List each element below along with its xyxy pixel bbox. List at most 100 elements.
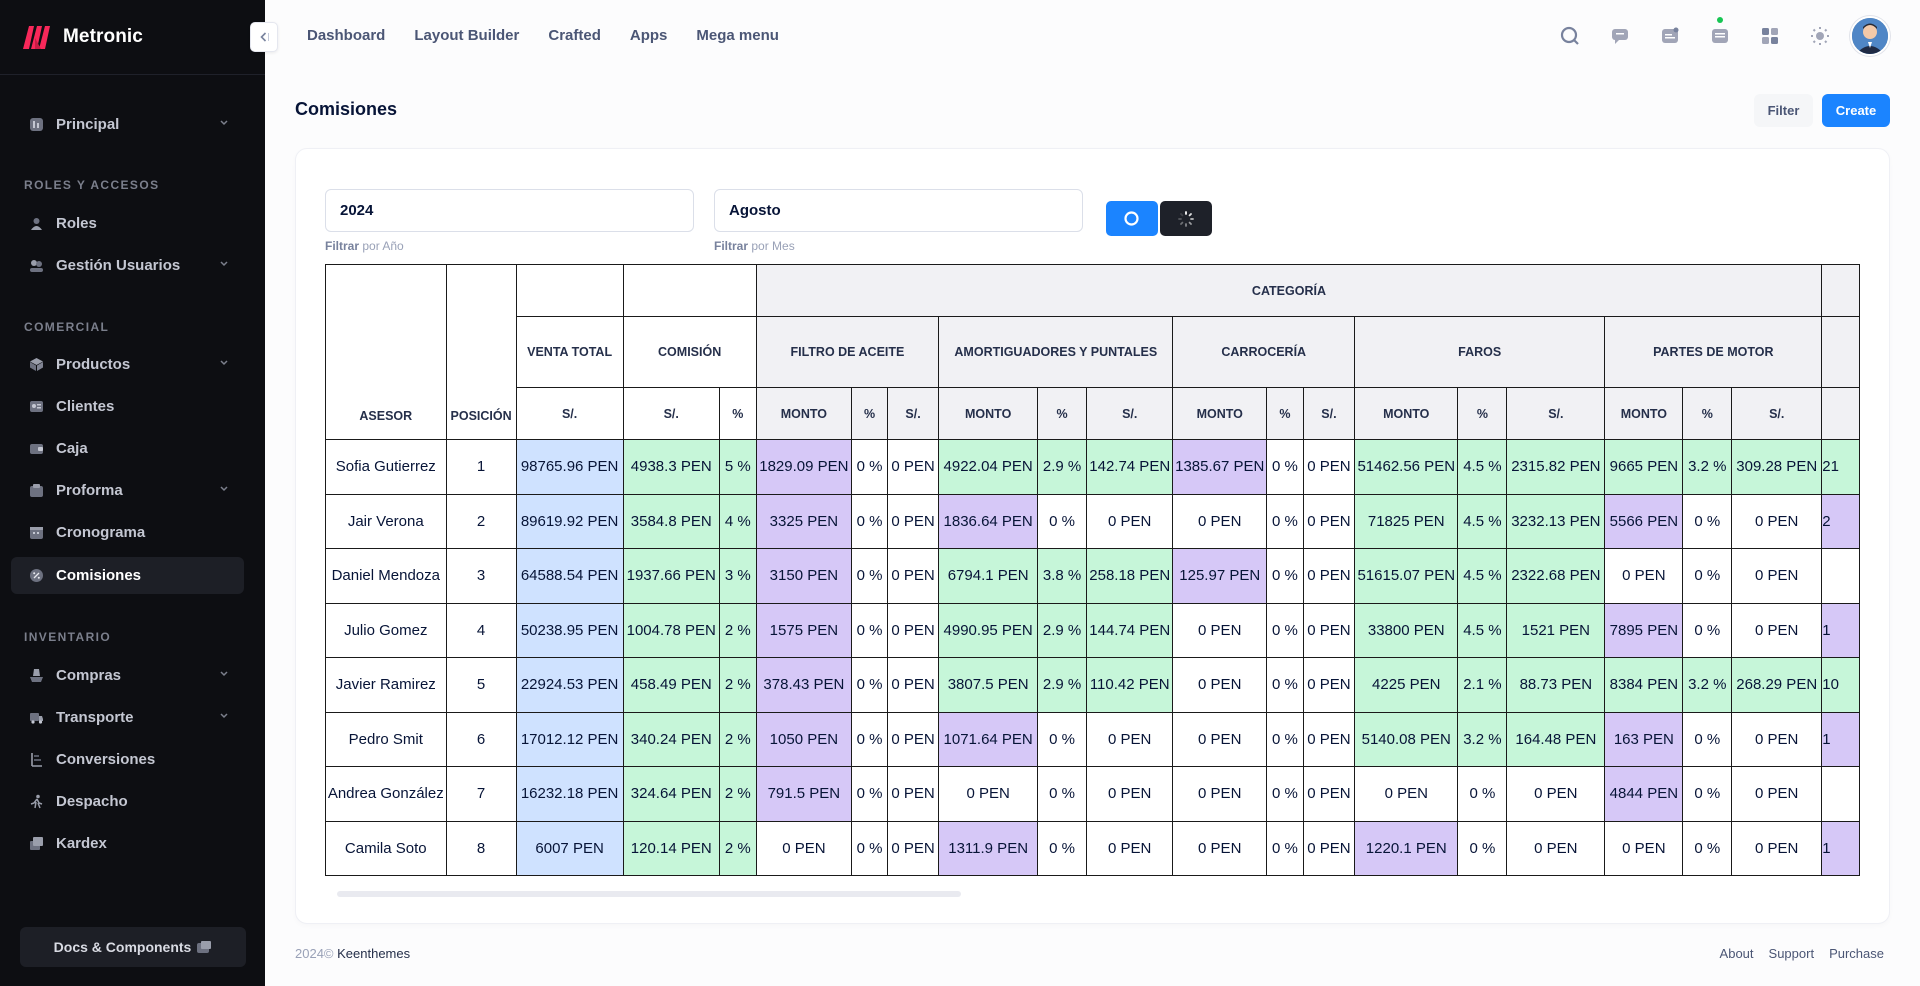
nav-layout-builder[interactable]: Layout Builder xyxy=(414,27,520,44)
table-row[interactable]: Andrea González 7 16232.18 PEN 324.64 PEN 2 … xyxy=(325,766,1860,822)
cell-comision-pct: 2 % xyxy=(718,602,757,658)
footer-copyright: 2024© Keenthemes xyxy=(295,946,410,961)
theme-toggle-button[interactable] xyxy=(1800,17,1839,56)
horizontal-scrollbar[interactable] xyxy=(333,891,1863,897)
cell-monto: 0 PEN xyxy=(1172,602,1268,658)
sidebar-item-productos[interactable]: Productos xyxy=(11,346,244,383)
cell-venta-total: 98765.96 PEN xyxy=(515,439,624,495)
create-button[interactable]: Create xyxy=(1822,94,1890,127)
cell-asesor: Daniel Mendoza xyxy=(325,548,447,604)
messages-button[interactable] xyxy=(1650,17,1689,56)
metronic-logo-icon xyxy=(23,26,50,49)
sidebar-item-despacho[interactable]: Despacho xyxy=(11,783,244,820)
products-icon xyxy=(28,357,44,373)
subheader-pct: % xyxy=(1682,387,1733,440)
cell-comision-pct: 2 % xyxy=(718,820,757,876)
search-icon xyxy=(1560,26,1579,45)
footer-link-purchase[interactable]: Purchase xyxy=(1829,946,1884,961)
cell-soles: 0 PEN xyxy=(886,766,940,822)
scrollbar-thumb[interactable] xyxy=(337,891,961,897)
cell-monto: 4225 PEN xyxy=(1354,657,1459,713)
chevron-down-icon xyxy=(220,261,228,267)
cell-asesor: Javier Ramirez xyxy=(325,657,447,713)
filter-button[interactable]: Filter xyxy=(1754,94,1813,127)
commissions-table-wrapper[interactable]: ASESOR POSICIÓN CATEGORÍA VENTA TOTAL CO… xyxy=(325,264,1860,878)
hint-bold: Filtrar xyxy=(325,239,360,253)
cell-soles: 164.48 PEN xyxy=(1506,711,1606,767)
table-row[interactable]: Jair Verona 2 89619.92 PEN 3584.8 PEN 4 % 332… xyxy=(325,493,1860,549)
user-avatar[interactable] xyxy=(1850,16,1890,56)
footer-link-about[interactable]: About xyxy=(1719,946,1754,961)
year-filter-input[interactable]: 2024 xyxy=(325,189,694,232)
search-submit-button[interactable] xyxy=(1106,201,1158,236)
table-row[interactable]: Daniel Mendoza 3 64588.54 PEN 1937.66 PEN 3 … xyxy=(325,548,1860,604)
sidebar-item-comisiones[interactable]: Comisiones xyxy=(11,557,244,594)
subheader-soles: S/. xyxy=(1085,387,1174,440)
sidebar-item-cronograma[interactable]: Cronograma xyxy=(11,514,244,551)
sidebar-item-caja[interactable]: Caja xyxy=(11,430,244,467)
sidebar-item-label: Principal xyxy=(56,116,120,133)
sidebar-item-label: Caja xyxy=(56,440,88,457)
cell-monto: 0 PEN xyxy=(938,766,1039,822)
cell-pct: 0 % xyxy=(1457,766,1508,822)
sidebar-item-kardex[interactable]: Kardex xyxy=(11,825,244,862)
cell-pct: 0 % xyxy=(851,711,888,767)
sidebar-toggle-button[interactable] xyxy=(250,22,278,52)
cell-cut: 1 xyxy=(1821,820,1860,876)
table-row[interactable]: Camila Soto 8 6007 PEN 120.14 PEN 2 % 0 PEN 0 … xyxy=(325,820,1860,876)
footer-company-link[interactable]: Keenthemes xyxy=(337,946,411,961)
cell-asesor: Camila Soto xyxy=(325,820,447,876)
sidebar-item-clientes[interactable]: Clientes xyxy=(11,388,244,425)
sidebar-item-compras[interactable]: Compras xyxy=(11,657,244,694)
table-row[interactable]: Pedro Smit 6 17012.12 PEN 340.24 PEN 2 % 1050… xyxy=(325,711,1860,767)
cell-soles: 0 PEN xyxy=(1302,820,1356,876)
nav-mega-menu[interactable]: Mega menu xyxy=(696,27,779,44)
sidebar-item-roles[interactable]: Roles xyxy=(11,205,244,242)
table-row[interactable]: Javier Ramirez 5 22924.53 PEN 458.49 PEN 2 %… xyxy=(325,657,1860,713)
month-filter-input[interactable]: Agosto xyxy=(714,189,1083,232)
commissions-card: 2024 Filtrar por Año Agosto Filtrar por … xyxy=(295,148,1890,924)
cell-comision-pct: 2 % xyxy=(718,711,757,767)
footer-link-support[interactable]: Support xyxy=(1768,946,1815,961)
cell-comision-pct: 2 % xyxy=(718,766,757,822)
cell-soles: 0 PEN xyxy=(1731,711,1823,767)
subheader-comision-pct: % xyxy=(718,387,757,440)
nav-crafted[interactable]: Crafted xyxy=(548,27,601,44)
loading-button[interactable] xyxy=(1160,201,1212,236)
sidebar-item-proforma[interactable]: Proforma xyxy=(11,472,244,509)
cell-soles: 258.18 PEN xyxy=(1085,548,1174,604)
subheader-monto: MONTO xyxy=(938,387,1039,440)
apps-button[interactable] xyxy=(1750,17,1789,56)
cell-pct: 0 % xyxy=(1037,766,1087,822)
table-row[interactable]: Sofia Gutierrez 1 98765.96 PEN 4938.3 PEN 5 … xyxy=(325,439,1860,495)
cell-cut: 2 xyxy=(1821,493,1860,549)
cell-comision-pct: 5 % xyxy=(718,439,757,495)
sidebar-item-conversiones[interactable]: Conversiones xyxy=(11,741,244,778)
table-row[interactable]: Julio Gomez 4 50238.95 PEN 1004.78 PEN 2 % 15… xyxy=(325,602,1860,658)
cell-monto: 0 PEN xyxy=(1604,820,1684,876)
section-title-comercial: COMERCIAL xyxy=(24,320,110,334)
sidebar-item-transporte[interactable]: Transporte xyxy=(11,699,244,736)
chat-button[interactable] xyxy=(1600,17,1639,56)
cell-monto: 125.97 PEN xyxy=(1172,548,1268,604)
footer-links: About Support Purchase xyxy=(1720,946,1884,961)
cell-soles: 0 PEN xyxy=(886,493,940,549)
docs-components-button[interactable]: Docs & Components xyxy=(20,927,246,967)
nav-apps[interactable]: Apps xyxy=(629,27,668,44)
cell-posicion: 1 xyxy=(445,439,517,495)
cell-soles: 0 PEN xyxy=(1302,711,1356,767)
sidebar-item-gestion-usuarios[interactable]: Gestión Usuarios xyxy=(11,247,244,284)
subheader-pct: % xyxy=(1037,387,1087,440)
search-button[interactable] xyxy=(1550,17,1589,56)
sidebar-item-principal[interactable]: Principal xyxy=(11,106,244,143)
brand[interactable]: Metronic xyxy=(0,0,265,75)
header-venta-total: VENTA TOTAL xyxy=(515,316,624,388)
notifications-button[interactable] xyxy=(1700,16,1739,56)
cell-pct: 0 % xyxy=(851,820,888,876)
cell-pct: 4.5 % xyxy=(1457,548,1508,604)
sidebar-item-label: Clientes xyxy=(56,398,115,415)
cell-pct: 2.1 % xyxy=(1457,657,1508,713)
cell-soles: 88.73 PEN xyxy=(1506,657,1606,713)
chevron-down-icon xyxy=(220,671,228,677)
nav-dashboard[interactable]: Dashboard xyxy=(307,27,386,44)
